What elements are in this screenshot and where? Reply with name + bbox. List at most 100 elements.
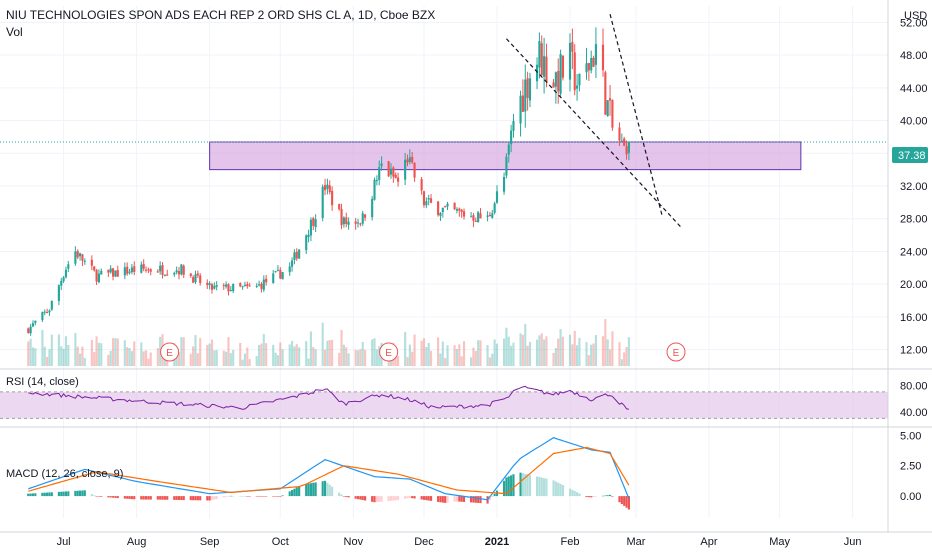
volume-bar	[107, 354, 110, 366]
macd-histogram-bar	[623, 496, 626, 506]
earnings-marker-circle	[666, 342, 686, 362]
volume-bar	[521, 334, 524, 366]
macd-histogram-bar	[326, 482, 329, 497]
candle-body	[260, 283, 263, 289]
candle-body	[510, 130, 513, 145]
candle-body	[29, 326, 32, 334]
macd-histogram-bar	[406, 496, 409, 499]
currency-label: USD	[904, 10, 927, 22]
macd-histogram-bar	[159, 496, 162, 500]
macd-histogram-bar	[147, 496, 150, 500]
macd-histogram-bar	[123, 496, 126, 499]
volume-bar	[437, 337, 440, 366]
macd-histogram-bar	[140, 496, 143, 500]
macd-histogram-bar	[474, 496, 477, 503]
volume-bar	[227, 337, 230, 366]
candle-body	[528, 78, 532, 101]
macd-histogram-bar	[213, 496, 216, 500]
price-tick-label: 28.00	[900, 214, 928, 226]
candle-body	[338, 204, 341, 210]
volume-bar	[309, 331, 312, 366]
candle-body	[592, 57, 595, 67]
volume-bar	[274, 352, 277, 366]
volume-bar	[396, 355, 400, 366]
macd-histogram-bar	[528, 474, 532, 497]
candle-body	[64, 269, 68, 278]
macd-histogram-bar	[559, 483, 562, 497]
volume-bar	[27, 341, 30, 366]
macd-histogram-bar	[126, 496, 129, 499]
candle-body	[215, 285, 218, 287]
volume-bar	[347, 353, 350, 366]
candle-body	[279, 269, 282, 279]
volume-bar	[590, 344, 593, 366]
macd-histogram-bar	[594, 496, 597, 497]
candle-body	[576, 85, 579, 89]
candle-body	[453, 202, 456, 210]
volume-bar	[568, 334, 572, 366]
volume-bar	[97, 342, 101, 366]
volume-bar	[356, 350, 360, 366]
volume-bar	[166, 357, 169, 366]
candle-body	[361, 213, 364, 224]
volume-bar	[458, 344, 461, 366]
macd-histogram-bar	[241, 496, 244, 497]
candle-body	[342, 217, 345, 225]
volume-bar	[46, 356, 49, 366]
macd-histogram-bar	[128, 496, 131, 499]
macd-histogram-bar	[420, 496, 423, 500]
time-tick-label: Apr	[700, 536, 717, 548]
candle-body	[248, 285, 251, 287]
volume-bar	[331, 339, 334, 366]
volume-bar	[293, 346, 296, 366]
candle-body	[95, 270, 98, 282]
volume-bar	[126, 347, 129, 366]
volume-bar	[116, 338, 119, 366]
candle-body	[455, 209, 459, 211]
candle-body	[394, 174, 397, 179]
macd-histogram-bar	[208, 496, 211, 501]
macd-histogram-bar	[342, 496, 345, 497]
candle-body	[93, 266, 96, 271]
volume-bar	[359, 349, 362, 366]
candle-body	[507, 144, 510, 155]
candle-body	[458, 208, 461, 211]
macd-line	[28, 437, 630, 501]
candle-body	[340, 208, 343, 226]
volume-bar	[502, 338, 506, 366]
candle-body	[444, 206, 447, 208]
macd-histogram-bar	[206, 496, 209, 501]
candle-body	[265, 278, 268, 283]
candle-body	[27, 328, 30, 333]
volume-bar	[554, 348, 557, 366]
macd-tick-label: 5.00	[900, 430, 921, 442]
price-tick-label: 16.00	[900, 312, 928, 324]
macd-histogram-bar	[389, 496, 393, 501]
volume-bar	[144, 350, 148, 366]
macd-histogram-bar	[328, 484, 331, 497]
volume-bar	[510, 345, 513, 366]
candle-body	[618, 127, 621, 141]
macd-histogram-bar	[568, 488, 572, 497]
volume-bar	[411, 351, 414, 366]
macd-histogram-bar	[359, 496, 362, 500]
candle-body	[359, 223, 362, 225]
volume-bar	[62, 348, 65, 366]
volume-bar	[576, 345, 579, 366]
volume-bar	[439, 353, 442, 366]
candle-body	[312, 218, 315, 226]
candle-body	[239, 283, 242, 287]
grid	[0, 0, 932, 533]
volume-bar	[192, 346, 195, 366]
volume-bar	[444, 358, 447, 366]
candle-body	[495, 191, 499, 203]
candle-body	[67, 264, 70, 269]
volume-bar	[408, 344, 411, 366]
volume-bar	[222, 350, 225, 366]
candlesticks	[27, 27, 630, 336]
earnings-marker-circle	[160, 342, 180, 362]
macd-histogram-bar	[364, 496, 367, 501]
macd-histogram-bar	[524, 473, 527, 497]
candle-body	[437, 201, 440, 216]
